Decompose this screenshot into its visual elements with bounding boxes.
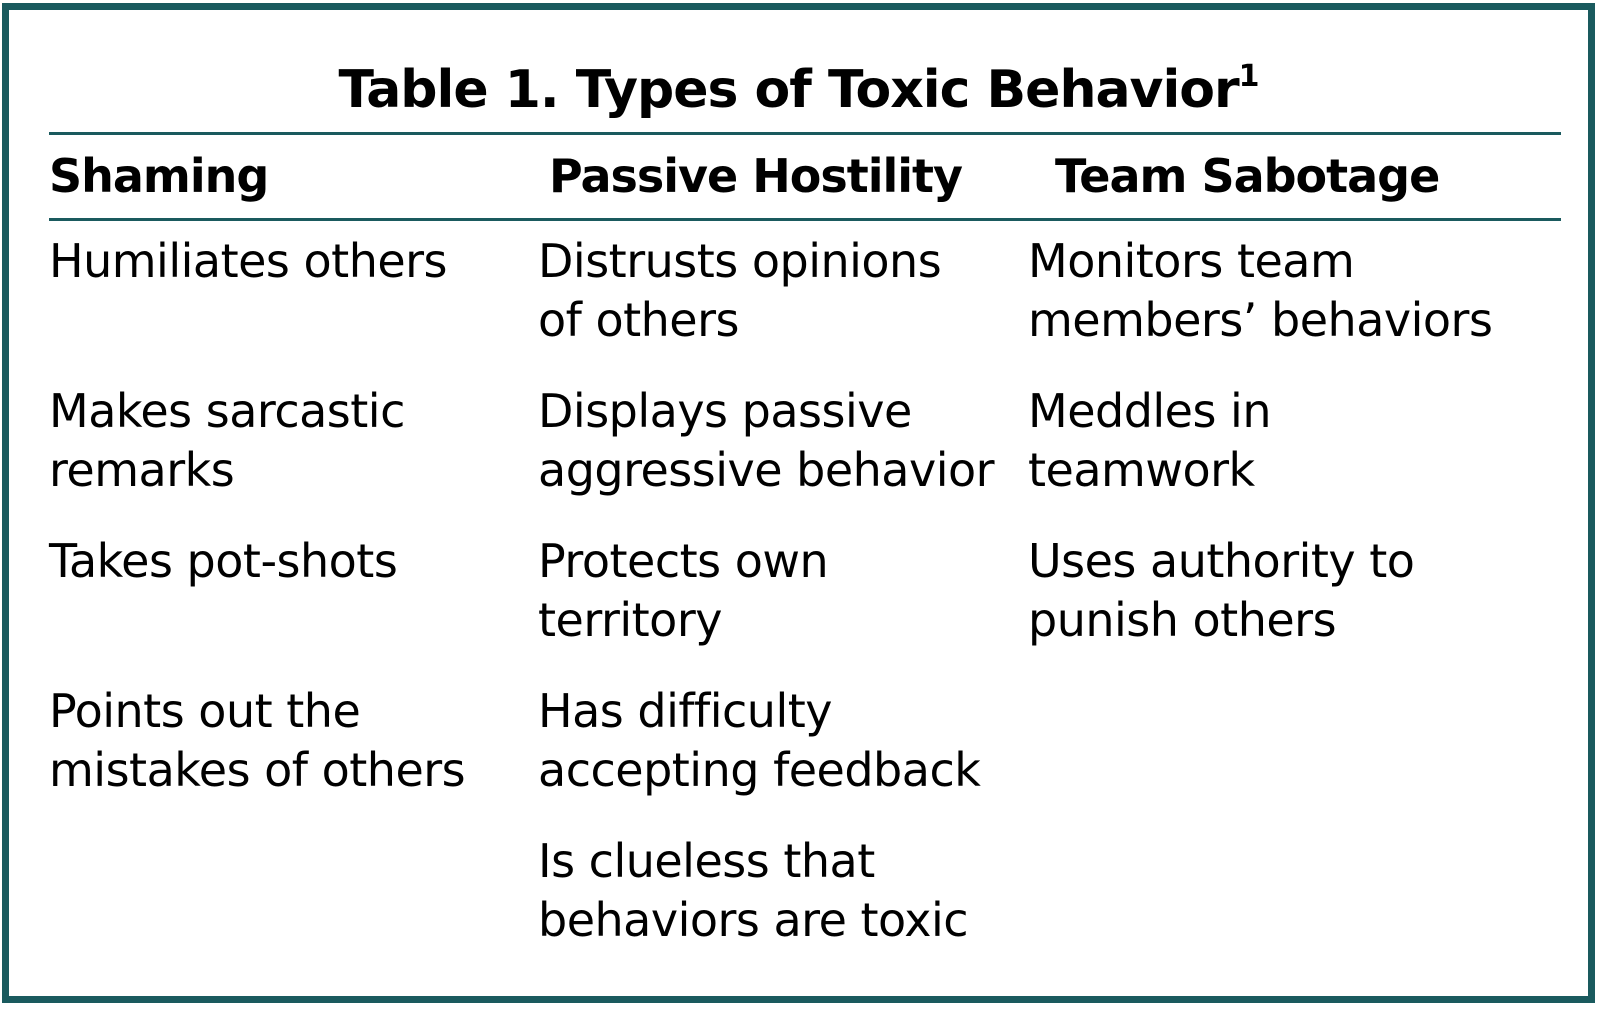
table-cell: Takes pot-shots — [49, 534, 398, 588]
table-cell: Uses authority to punish others — [1028, 534, 1415, 647]
column-header-shaming: Shaming — [49, 149, 269, 203]
title-footnote-marker: 1 — [1238, 59, 1260, 94]
header-bottom-rule — [49, 218, 1561, 221]
table-cell: Displays passive aggressive behavior — [538, 384, 995, 497]
table-cell: Distrusts opinions of others — [538, 234, 942, 347]
column-passive-hostility: Distrusts opinions of others Displays pa… — [538, 232, 995, 982]
table-cell: Monitors team members’ behaviors — [1028, 234, 1493, 347]
table-title-text: Table 1. Types of Toxic Behavior — [338, 60, 1239, 120]
table-cell: Protects own territory — [538, 534, 829, 647]
table-cell: Has difficulty accepting feedback — [538, 684, 981, 797]
table-frame: Table 1. Types of Toxic Behavior1 Shamin… — [2, 3, 1595, 1003]
table-title: Table 1. Types of Toxic Behavior1 — [9, 58, 1588, 122]
table-cell: Meddles in teamwork — [1028, 384, 1272, 497]
table-cell: Is clueless that behaviors are toxic — [538, 834, 969, 947]
column-team-sabotage: Monitors team members’ behaviors Meddles… — [1028, 232, 1493, 682]
column-shaming: Humiliates others Makes sarcastic remark… — [49, 232, 466, 832]
column-header-passive-hostility: Passive Hostility — [549, 149, 963, 203]
header-top-rule — [49, 132, 1561, 135]
column-header-team-sabotage: Team Sabotage — [1055, 149, 1440, 203]
table-cell: Humiliates others — [49, 234, 448, 288]
table-cell: Points out the mistakes of others — [49, 684, 466, 797]
table-cell: Makes sarcastic remarks — [49, 384, 405, 497]
